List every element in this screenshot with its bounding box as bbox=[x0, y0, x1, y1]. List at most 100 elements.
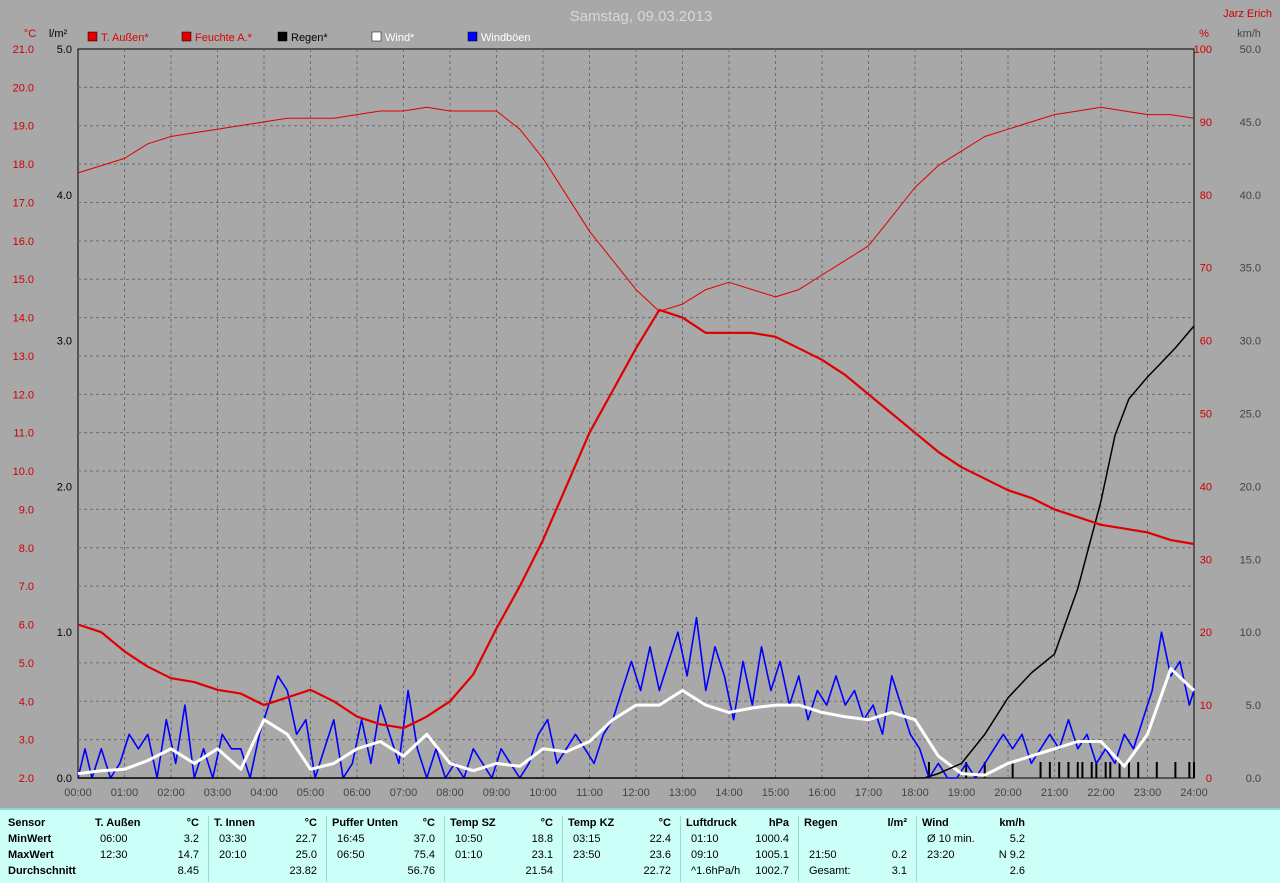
wind-tick-label: 45.0 bbox=[1240, 117, 1261, 129]
stat-unit: °C bbox=[422, 817, 435, 829]
x-tick-label: 03:00 bbox=[204, 787, 232, 799]
stat-unit: km/h bbox=[999, 817, 1025, 829]
stat-value: 2.6 bbox=[1009, 865, 1025, 877]
stat-value: 5.2 bbox=[1009, 833, 1025, 845]
stat-unit: l/m² bbox=[887, 817, 907, 829]
x-tick-label: 24:00 bbox=[1180, 787, 1208, 799]
stat-value: 37.0 bbox=[413, 833, 435, 845]
stat-block: Regen l/m² 21:50 0.2 Gesamt: 3.1 bbox=[798, 816, 916, 882]
stat-value: 1002.7 bbox=[755, 865, 789, 877]
humidity-tick-label: 0 bbox=[1206, 773, 1212, 785]
stat-time: 20:10 bbox=[219, 849, 247, 861]
temp-tick-label: 3.0 bbox=[19, 735, 34, 747]
stats-min-label: MinWert bbox=[8, 833, 52, 845]
temp-tick-label: 18.0 bbox=[13, 159, 34, 171]
stat-time: 06:50 bbox=[337, 849, 365, 861]
stat-value: 3.2 bbox=[183, 833, 199, 845]
series-line bbox=[77, 106, 1195, 312]
rain-tick-label: 5.0 bbox=[57, 44, 72, 56]
legend-label: Wind* bbox=[385, 32, 415, 44]
x-tick-label: 13:00 bbox=[669, 787, 697, 799]
stat-value: 8.45 bbox=[177, 865, 199, 877]
series-line bbox=[78, 325, 1195, 779]
legend-swatch bbox=[371, 31, 382, 42]
x-tick-label: 06:00 bbox=[343, 787, 371, 799]
stat-time: 03:30 bbox=[219, 833, 247, 845]
stat-sensor-name: Regen bbox=[804, 817, 838, 829]
stats-panel: Sensor MinWert MaxWert Durchschnitt T. A… bbox=[0, 808, 1280, 883]
rain-tick-label: 0.0 bbox=[57, 773, 72, 785]
stat-value: 75.4 bbox=[413, 849, 435, 861]
wind-tick-label: 5.0 bbox=[1246, 700, 1261, 712]
x-tick-label: 22:00 bbox=[1087, 787, 1115, 799]
temp-tick-label: 13.0 bbox=[13, 351, 34, 363]
wind-tick-label: 20.0 bbox=[1240, 481, 1261, 493]
temp-tick-label: 6.0 bbox=[19, 620, 34, 632]
temp-tick-label: 15.0 bbox=[13, 274, 34, 286]
stat-time: Gesamt: bbox=[809, 865, 851, 877]
humidity-tick-label: 60 bbox=[1200, 336, 1212, 348]
stat-time: 21:50 bbox=[809, 849, 837, 861]
legend-swatch bbox=[87, 31, 98, 42]
humidity-tick-label: 20 bbox=[1200, 627, 1212, 639]
legend-label: T. Außen* bbox=[101, 32, 149, 44]
stat-time: 12:30 bbox=[100, 849, 128, 861]
stat-value: 0.2 bbox=[891, 849, 907, 861]
stat-value: 23.6 bbox=[649, 849, 671, 861]
humidity-tick-label: 70 bbox=[1200, 263, 1212, 275]
unit-labels: °C l/m²% km/h bbox=[24, 28, 1261, 40]
x-tick-label: 11:00 bbox=[576, 787, 603, 799]
rain-tick-label: 3.0 bbox=[57, 336, 72, 348]
stat-sensor-name: Puffer Unten bbox=[332, 817, 398, 829]
x-tick-label: 18:00 bbox=[901, 787, 929, 799]
stats-max-label: MaxWert bbox=[8, 849, 54, 861]
stat-sensor-name: Wind bbox=[922, 817, 949, 829]
x-tick-label: 04:00 bbox=[250, 787, 278, 799]
stat-value: 56.76 bbox=[407, 865, 435, 877]
temp-tick-label: 4.0 bbox=[19, 696, 34, 708]
chart-title: Samstag, 09.03.2013 bbox=[570, 8, 713, 25]
stat-block: Wind km/h Ø 10 min. 5.2 23:20 N 9.2 2.6 bbox=[916, 816, 1034, 882]
x-tick-label: 23:00 bbox=[1134, 787, 1162, 799]
x-tick-label: 14:00 bbox=[715, 787, 743, 799]
x-tick-label: 21:00 bbox=[1041, 787, 1069, 799]
wind-tick-label: 10.0 bbox=[1240, 627, 1261, 639]
x-tick-label: 16:00 bbox=[808, 787, 836, 799]
stat-block: Temp SZ °C 10:50 18.8 01:10 23.1 21.54 bbox=[444, 816, 562, 882]
x-tick-label: 02:00 bbox=[157, 787, 185, 799]
grid bbox=[78, 49, 1194, 778]
stat-time: 01:10 bbox=[455, 849, 483, 861]
stat-value: 22.72 bbox=[643, 865, 671, 877]
temp-tick-label: 17.0 bbox=[13, 197, 34, 209]
stat-block: T. Außen °C 06:00 3.2 12:30 14.7 8.45 bbox=[90, 816, 208, 882]
stat-time: ^1.6hPa/h bbox=[691, 865, 741, 877]
stats-sensor-label: Sensor bbox=[8, 817, 46, 829]
stat-unit: °C bbox=[186, 817, 199, 829]
x-tick-label: 05:00 bbox=[297, 787, 325, 799]
stat-time: 09:10 bbox=[691, 849, 719, 861]
stat-unit: °C bbox=[658, 817, 671, 829]
rain-unit-label: l/m² bbox=[49, 28, 68, 40]
stat-value: 1000.4 bbox=[755, 833, 789, 845]
rain-tick-label: 2.0 bbox=[57, 481, 72, 493]
stat-time: 10:50 bbox=[455, 833, 483, 845]
x-tick-label: 07:00 bbox=[390, 787, 418, 799]
humidity-tick-label: 90 bbox=[1200, 117, 1212, 129]
temp-tick-label: 11.0 bbox=[13, 428, 34, 440]
stat-value: 25.0 bbox=[295, 849, 317, 861]
stat-sensor-name: Temp SZ bbox=[450, 817, 496, 829]
stat-value: 21.54 bbox=[525, 865, 553, 877]
stat-value: 14.7 bbox=[177, 849, 199, 861]
x-tick-label: 15:00 bbox=[762, 787, 790, 799]
temp-tick-label: 12.0 bbox=[13, 389, 34, 401]
stat-sensor-name: Temp KZ bbox=[568, 817, 615, 829]
stat-value: 1005.1 bbox=[755, 849, 789, 861]
wind-tick-label: 15.0 bbox=[1240, 554, 1261, 566]
wind-tick-label: 40.0 bbox=[1240, 190, 1261, 202]
wind-tick-label: 25.0 bbox=[1240, 409, 1261, 421]
stat-value: 18.8 bbox=[531, 833, 553, 845]
stat-value: 23.82 bbox=[289, 865, 317, 877]
humidity-tick-label: 40 bbox=[1200, 481, 1212, 493]
author-label: Jarz Erich bbox=[1223, 8, 1272, 20]
x-tick-label: 12:00 bbox=[622, 787, 650, 799]
